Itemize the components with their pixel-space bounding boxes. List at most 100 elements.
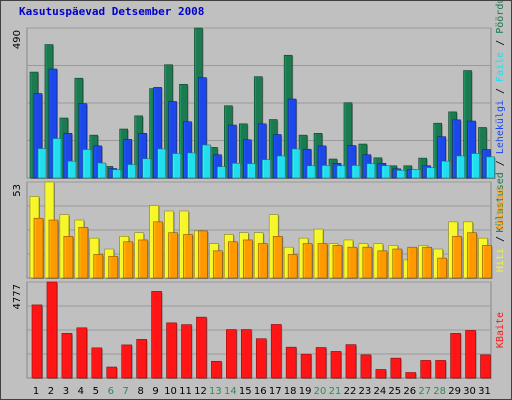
bar-middle-1-day-20 xyxy=(317,243,329,279)
bar-middle-1-day-15 xyxy=(243,239,254,279)
bar-middle-1-day-21 xyxy=(332,245,343,279)
bar-bottom-0-day-6 xyxy=(106,366,118,379)
bar-top-2-day-25 xyxy=(396,170,406,179)
legend-bottom: KBaite xyxy=(495,312,506,348)
bar-top-2-day-15 xyxy=(247,163,257,179)
bar-middle-1-day-26 xyxy=(407,246,418,279)
day-label-2: 2 xyxy=(48,386,54,397)
day-label-10: 10 xyxy=(164,386,177,397)
bar-bottom-0-day-30 xyxy=(465,330,477,379)
day-label-6: 6 xyxy=(108,386,114,397)
day-label-12: 12 xyxy=(194,386,207,397)
bar-middle-1-day-30 xyxy=(467,232,478,279)
bar-top-2-day-1 xyxy=(37,148,47,179)
day-label-14: 14 xyxy=(224,386,237,397)
bar-bottom-0-day-3 xyxy=(61,333,73,379)
bar-bottom-0-day-11 xyxy=(181,324,193,379)
bar-bottom-0-day-17 xyxy=(270,324,283,379)
bar-bottom-0-day-8 xyxy=(136,339,148,379)
bar-middle-1-day-24 xyxy=(377,250,388,279)
bar-top-2-day-20 xyxy=(321,165,332,179)
bar-bottom-0-day-21 xyxy=(330,351,342,379)
bar-middle-1-day-28 xyxy=(437,257,448,279)
bar-middle-1-day-13 xyxy=(213,250,224,279)
bar-top-2-day-9 xyxy=(157,148,167,179)
legend-middle: Hiti / Andmeid xyxy=(495,188,506,272)
legend-entry-top-2: Lehekülgi xyxy=(495,100,506,154)
bar-middle-1-day-18 xyxy=(287,254,299,279)
bar-middle-1-day-16 xyxy=(257,243,269,279)
bar-top-2-day-14 xyxy=(232,163,242,179)
bar-middle-1-day-19 xyxy=(302,243,314,279)
bar-top-2-day-2 xyxy=(52,138,62,179)
day-label-27: 27 xyxy=(418,386,431,397)
bar-top-2-day-4 xyxy=(82,149,92,179)
bar-bottom-0-day-2 xyxy=(46,281,58,379)
day-label-15: 15 xyxy=(239,386,252,397)
bar-bottom-0-day-28 xyxy=(435,360,447,379)
legend-entry-middle-1: / xyxy=(495,230,506,248)
ymax-label-bottom: 4777 xyxy=(12,284,23,309)
bar-middle-1-day-1 xyxy=(33,217,44,279)
legend-entry-top-3: / xyxy=(495,82,506,100)
day-label-20: 20 xyxy=(314,386,327,397)
day-label-1: 1 xyxy=(33,386,39,397)
day-label-19: 19 xyxy=(299,386,312,397)
bar-top-2-day-26 xyxy=(411,169,421,179)
bar-bottom-0-day-22 xyxy=(345,344,357,379)
bar-top-2-day-27 xyxy=(426,167,436,179)
legend-top: Külastused / Lehekülgi / Faile / Pöördum… xyxy=(495,1,506,232)
bar-middle-1-day-25 xyxy=(392,248,403,279)
bar-bottom-0-day-10 xyxy=(166,322,178,379)
bar-top-2-day-13 xyxy=(217,166,227,179)
legend-entry-top-4: Faile xyxy=(495,52,506,82)
bar-middle-1-day-11 xyxy=(183,234,194,279)
ymax-label-middle: 53 xyxy=(12,184,23,197)
bar-bottom-0-day-16 xyxy=(255,338,268,379)
bar-top-2-day-5 xyxy=(97,162,107,179)
legend-entry-middle-0: Hiti xyxy=(495,248,506,272)
bar-middle-1-day-31 xyxy=(482,245,493,279)
bar-bottom-0-day-25 xyxy=(390,357,402,379)
bar-top-2-day-12 xyxy=(202,144,212,179)
bar-top-2-day-7 xyxy=(127,164,137,179)
ymax-label-top: 490 xyxy=(12,30,23,49)
bar-bottom-0-day-1 xyxy=(31,304,43,379)
legend-entry-bottom-0: KBaite xyxy=(495,312,506,348)
bar-middle-1-day-8 xyxy=(138,239,149,279)
day-label-16: 16 xyxy=(254,386,267,397)
bar-bottom-0-day-18 xyxy=(285,346,298,379)
day-label-11: 11 xyxy=(179,386,192,397)
bar-top-2-day-24 xyxy=(381,165,391,179)
bar-middle-1-day-9 xyxy=(153,221,164,279)
bar-bottom-0-day-23 xyxy=(360,354,372,379)
day-label-7: 7 xyxy=(123,386,129,397)
bar-middle-1-day-6 xyxy=(108,255,119,279)
bar-bottom-0-day-12 xyxy=(196,316,208,379)
legend-entry-top-1: / xyxy=(495,154,506,172)
bar-top-2-day-3 xyxy=(67,160,77,179)
bar-top-2-day-23 xyxy=(366,163,376,179)
day-label-5: 5 xyxy=(93,386,99,397)
bar-middle-1-day-7 xyxy=(123,241,134,279)
bar-middle-1-day-17 xyxy=(272,236,284,279)
bar-top-2-day-17 xyxy=(276,155,287,179)
bar-middle-1-day-3 xyxy=(63,236,74,279)
bar-bottom-0-day-4 xyxy=(76,327,88,379)
bar-middle-1-day-10 xyxy=(168,232,179,279)
day-label-17: 17 xyxy=(269,386,282,397)
day-label-4: 4 xyxy=(78,386,84,397)
day-label-31: 31 xyxy=(478,386,491,397)
bar-bottom-0-day-13 xyxy=(211,360,223,379)
bar-top-2-day-29 xyxy=(456,155,466,179)
bar-top-2-day-22 xyxy=(351,165,361,179)
bar-bottom-0-day-31 xyxy=(480,354,492,379)
bar-top-2-day-11 xyxy=(187,152,197,179)
bar-top-2-day-30 xyxy=(471,153,481,179)
bar-middle-1-day-27 xyxy=(422,246,433,279)
bar-bottom-0-day-26 xyxy=(405,372,417,379)
day-label-24: 24 xyxy=(373,386,386,397)
bar-middle-1-day-14 xyxy=(228,241,239,279)
